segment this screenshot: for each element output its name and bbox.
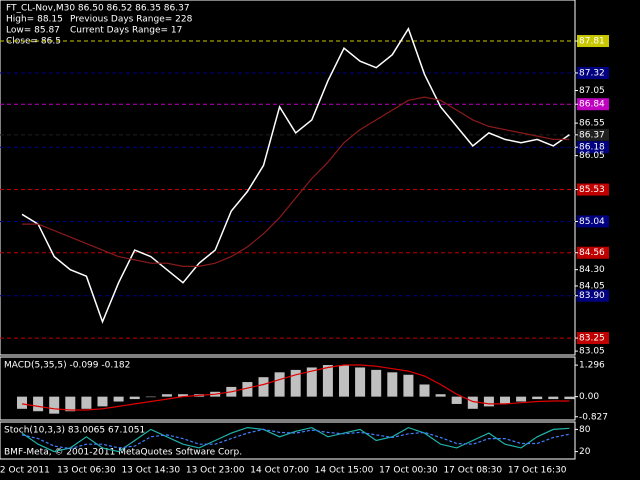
bar: [564, 396, 575, 400]
y-tick-label: 84.05: [579, 281, 605, 291]
x-tick-label: 13 Oct 06:30: [57, 466, 116, 476]
annotation: BMF-Meta, © 2001-2011 MetaQuotes Softwar…: [4, 448, 242, 458]
bar: [355, 367, 366, 397]
y-tick-label: 84.56: [579, 248, 605, 258]
x-tick-label: 17 Oct 08:30: [443, 466, 502, 476]
y-tick-label: 83.05: [579, 347, 605, 357]
macd-frame: [0, 356, 576, 421]
bar: [65, 396, 76, 412]
chart-title: MACD(5,35,5) -0.099 -0.182: [4, 361, 130, 371]
y-tick-label: 85.53: [579, 185, 605, 195]
bar: [403, 374, 414, 397]
tick-box: [577, 35, 609, 48]
bar: [274, 372, 285, 397]
bar: [258, 377, 269, 397]
series-line: [21, 426, 570, 453]
bar: [17, 396, 27, 409]
bar: [33, 396, 44, 412]
price-frame: [0, 0, 576, 356]
bar: [81, 396, 92, 409]
bar: [290, 369, 301, 397]
x-tick-label: 12 Oct 2011: [0, 466, 50, 476]
y-tick-label: 85.04: [579, 217, 605, 227]
x-tick-label: 13 Oct 14:30: [121, 466, 180, 476]
tick-box: [577, 215, 609, 228]
bar: [451, 396, 462, 404]
annotation: Current Days Range= 17: [70, 26, 182, 36]
y-tick-label: 86.18: [579, 143, 605, 153]
bar: [467, 396, 478, 409]
bar: [113, 396, 124, 402]
tick-box: [577, 246, 609, 259]
y-tick-label: 87.05: [579, 86, 605, 96]
bar: [306, 367, 317, 397]
series-line: [22, 96, 570, 267]
y-tick-label: 80: [579, 425, 591, 435]
y-tick-label: 0.00: [579, 392, 599, 402]
bar: [435, 394, 446, 397]
bar: [161, 394, 172, 397]
bar: [322, 365, 333, 397]
annotation: Low= 85.87: [6, 26, 60, 36]
bar: [145, 396, 156, 398]
chart-title: FT_CL-Nov,M30 86.50 86.52 86.35 86.37: [6, 4, 190, 14]
bar: [339, 365, 349, 397]
tick-box: [577, 141, 609, 154]
bar: [387, 372, 398, 397]
tick-box: [577, 332, 609, 345]
annotation: Previous Days Range= 228: [70, 15, 193, 25]
annotation: High= 88.15: [6, 15, 63, 25]
bar: [129, 396, 140, 400]
bar: [97, 396, 108, 407]
y-tick-label: 1.296: [579, 361, 605, 371]
y-tick-label: 86.84: [579, 100, 605, 110]
stoch-frame: [0, 421, 576, 460]
bar: [516, 396, 527, 402]
bar: [500, 396, 510, 404]
y-tick-label: 86.05: [579, 151, 605, 161]
annotation: Close= 86.5: [6, 37, 61, 47]
bar: [242, 382, 253, 397]
tick-box: [577, 98, 609, 111]
y-tick-label: 83.90: [579, 291, 605, 301]
tick-box: [577, 289, 609, 302]
x-tick-label: 14 Oct 15:00: [315, 466, 374, 476]
chart-title: Stoch(10,3,3) 83.0065 67.1051: [4, 426, 145, 436]
bar: [419, 384, 430, 397]
series-line: [21, 364, 570, 411]
x-tick-label: 13 Oct 23:00: [186, 466, 245, 476]
x-tick-label: 17 Oct 16:30: [508, 466, 567, 476]
bar: [371, 369, 382, 397]
x-tick-label: 14 Oct 07:00: [250, 466, 309, 476]
y-tick-label: 20: [579, 447, 591, 457]
y-tick-label: 87.32: [579, 68, 605, 78]
y-tick-label: -0.827: [579, 412, 608, 422]
y-tick-label: 87.81: [579, 37, 605, 47]
bar: [49, 396, 60, 414]
y-tick-label: 84.30: [579, 265, 605, 275]
tick-box: [577, 128, 609, 141]
series-line: [21, 26, 570, 324]
bar: [532, 396, 543, 400]
tick-box: [577, 66, 609, 79]
y-tick-label: 86.37: [579, 130, 605, 140]
x-tick-label: 17 Oct 00:30: [379, 466, 438, 476]
bar: [178, 394, 188, 397]
tick-box: [577, 183, 609, 196]
bar: [548, 396, 559, 400]
bar: [483, 396, 494, 407]
y-tick-label: 86.55: [579, 119, 605, 129]
y-tick-label: 83.25: [579, 334, 605, 344]
